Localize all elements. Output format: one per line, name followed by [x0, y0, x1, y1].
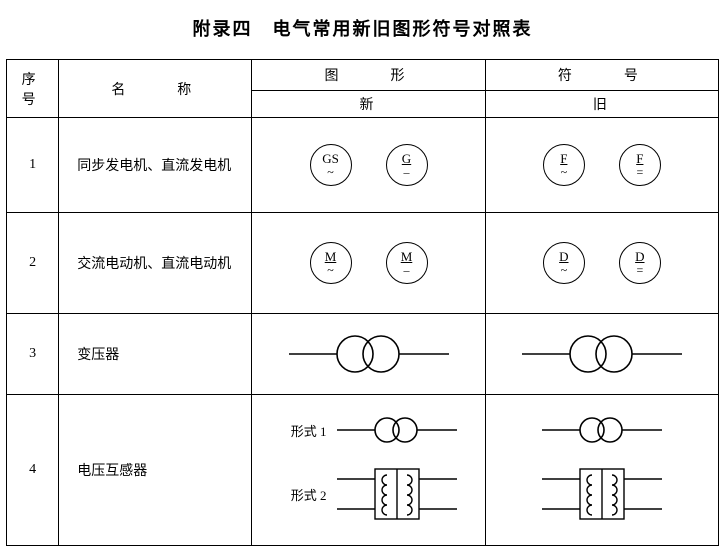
machine-symbol-icon: M ~: [310, 242, 352, 284]
vt-form2-icon: [542, 463, 662, 525]
cell-old-symbol: [485, 314, 718, 395]
cell-name: 同步发电机、直流发电机: [59, 118, 252, 213]
cell-old-symbol: [485, 395, 718, 546]
machine-symbol-icon: M –: [386, 242, 428, 284]
table-row: 2 交流电动机、直流电动机 M ~ M – D ~ D: [7, 213, 719, 314]
vt-form1-icon: [542, 415, 662, 445]
page-title: 附录四 电气常用新旧图形符号对照表: [6, 15, 719, 41]
symbol-table: 序 号 名 称 图 形 符 号 新 旧 1 同步发电机、直流发电机 GS ~ G…: [6, 59, 719, 546]
transformer-icon: [289, 332, 449, 376]
transformer-icon: [522, 332, 682, 376]
header-sub-new: 新: [252, 91, 485, 118]
cell-old-symbol: D ~ D =: [485, 213, 718, 314]
cell-new-symbol: [252, 314, 485, 395]
cell-new-symbol: 形式 1 形式 2: [252, 395, 485, 546]
cell-name: 变压器: [59, 314, 252, 395]
cell-seq: 2: [7, 213, 59, 314]
cell-name: 电压互感器: [59, 395, 252, 546]
cell-old-symbol: F ~ F =: [485, 118, 718, 213]
cell-seq: 4: [7, 395, 59, 546]
table-row: 3 变压器: [7, 314, 719, 395]
cell-new-symbol: GS ~ G –: [252, 118, 485, 213]
vt-form1-icon: [337, 415, 457, 445]
machine-symbol-icon: F ~: [543, 144, 585, 186]
vt-form2-icon: [337, 463, 457, 525]
machine-symbol-icon: G –: [386, 144, 428, 186]
header-group-old: 符 号: [485, 60, 718, 91]
form-label: 形式 2: [281, 485, 327, 504]
header-name: 名 称: [59, 60, 252, 118]
machine-symbol-icon: D ~: [543, 242, 585, 284]
machine-symbol-icon: D =: [619, 242, 661, 284]
cell-seq: 1: [7, 118, 59, 213]
cell-new-symbol: M ~ M –: [252, 213, 485, 314]
header-seq: 序 号: [7, 60, 59, 118]
header-sub-old: 旧: [485, 91, 718, 118]
table-row: 4 电压互感器 形式 1 形式 2: [7, 395, 719, 546]
cell-seq: 3: [7, 314, 59, 395]
cell-name: 交流电动机、直流电动机: [59, 213, 252, 314]
machine-symbol-icon: GS ~: [310, 144, 352, 186]
machine-symbol-icon: F =: [619, 144, 661, 186]
header-group-new: 图 形: [252, 60, 485, 91]
table-row: 1 同步发电机、直流发电机 GS ~ G – F ~: [7, 118, 719, 213]
form-label: 形式 1: [281, 421, 327, 440]
